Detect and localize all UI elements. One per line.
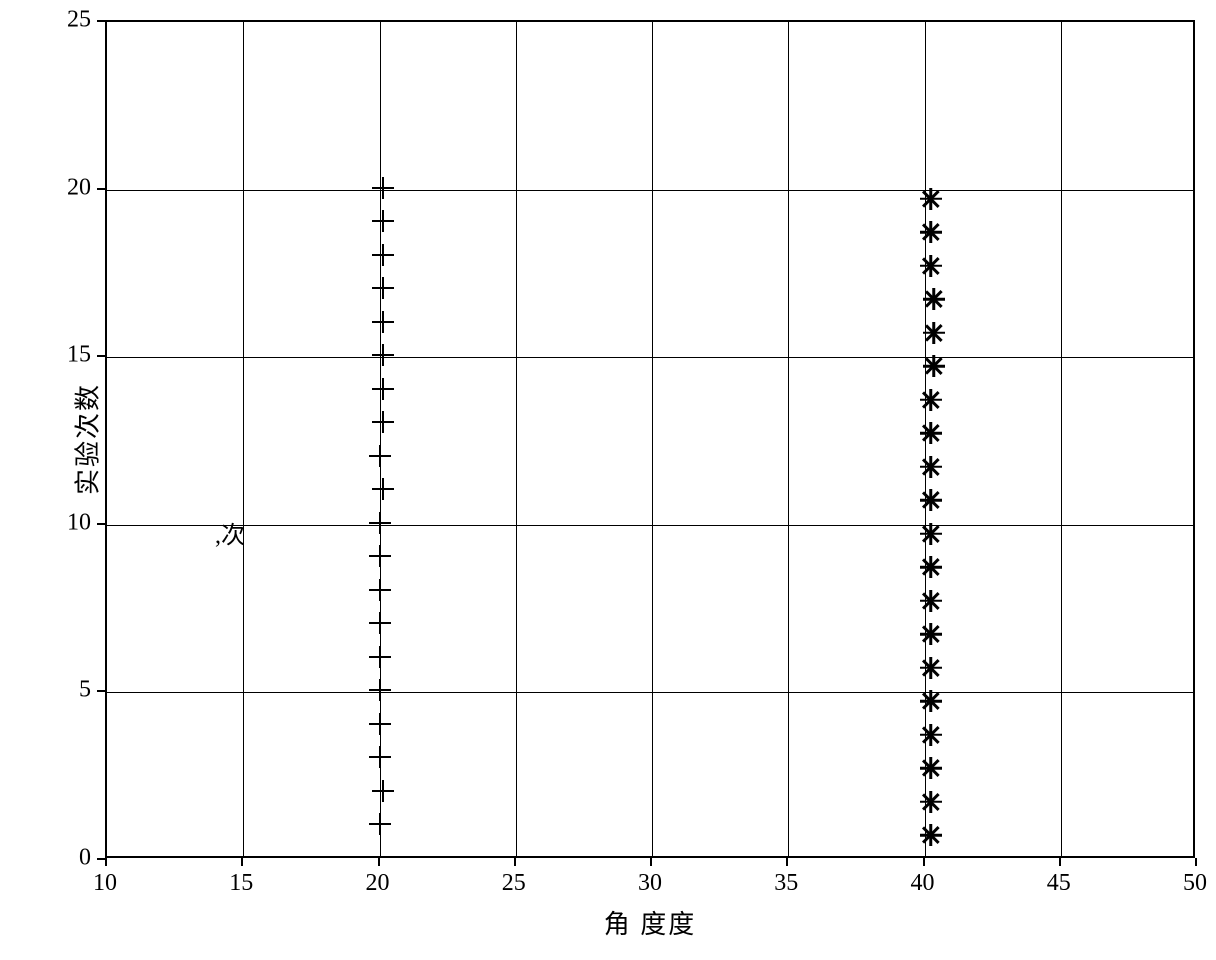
tick-mark-y bbox=[97, 858, 105, 860]
y-tick-label: 15 bbox=[67, 342, 91, 369]
y-tick-label: 10 bbox=[67, 509, 91, 536]
annotation-text: ,次 bbox=[215, 515, 245, 550]
x-tick-label: 25 bbox=[502, 870, 526, 897]
grid-line-v bbox=[243, 22, 244, 856]
grid-line-v bbox=[652, 22, 653, 856]
tick-mark-x bbox=[1195, 858, 1197, 866]
tick-mark-x bbox=[241, 858, 243, 866]
grid-line-v bbox=[1061, 22, 1062, 856]
y-axis-label: 实验次数 bbox=[68, 383, 105, 495]
tick-mark-x bbox=[514, 858, 516, 866]
tick-mark-y bbox=[97, 188, 105, 190]
x-tick-label: 40 bbox=[911, 870, 935, 897]
tick-mark-x bbox=[786, 858, 788, 866]
grid-line-v bbox=[788, 22, 789, 856]
tick-mark-x bbox=[1059, 858, 1061, 866]
tick-mark-y bbox=[97, 690, 105, 692]
plot-area bbox=[105, 20, 1195, 858]
y-tick-label: 25 bbox=[67, 7, 91, 34]
grid-line-h bbox=[107, 357, 1193, 358]
x-axis-label: 角 度度 bbox=[604, 904, 697, 941]
grid-line-v bbox=[925, 22, 926, 856]
x-tick-label: 10 bbox=[93, 870, 117, 897]
grid-line-v bbox=[380, 22, 381, 856]
y-tick-label: 20 bbox=[67, 174, 91, 201]
y-tick-label: 5 bbox=[79, 677, 91, 704]
grid-line-h bbox=[107, 692, 1193, 693]
tick-mark-x bbox=[105, 858, 107, 866]
y-tick-label: 0 bbox=[79, 845, 91, 872]
x-tick-label: 20 bbox=[366, 870, 390, 897]
grid-line-h bbox=[107, 525, 1193, 526]
x-tick-label: 15 bbox=[229, 870, 253, 897]
x-tick-label: 50 bbox=[1183, 870, 1207, 897]
x-tick-label: 35 bbox=[774, 870, 798, 897]
tick-mark-x bbox=[923, 858, 925, 866]
tick-mark-y bbox=[97, 20, 105, 22]
x-tick-label: 30 bbox=[638, 870, 662, 897]
tick-mark-x bbox=[650, 858, 652, 866]
x-tick-label: 45 bbox=[1047, 870, 1071, 897]
grid-line-h bbox=[107, 190, 1193, 191]
tick-mark-x bbox=[378, 858, 380, 866]
grid-line-v bbox=[516, 22, 517, 856]
tick-mark-y bbox=[97, 355, 105, 357]
tick-mark-y bbox=[97, 523, 105, 525]
chart-container: 10 15 20 25 30 35 40 45 50 0 5 10 15 20 25 角 度度 实验次数 ,次 bbox=[0, 0, 1216, 960]
